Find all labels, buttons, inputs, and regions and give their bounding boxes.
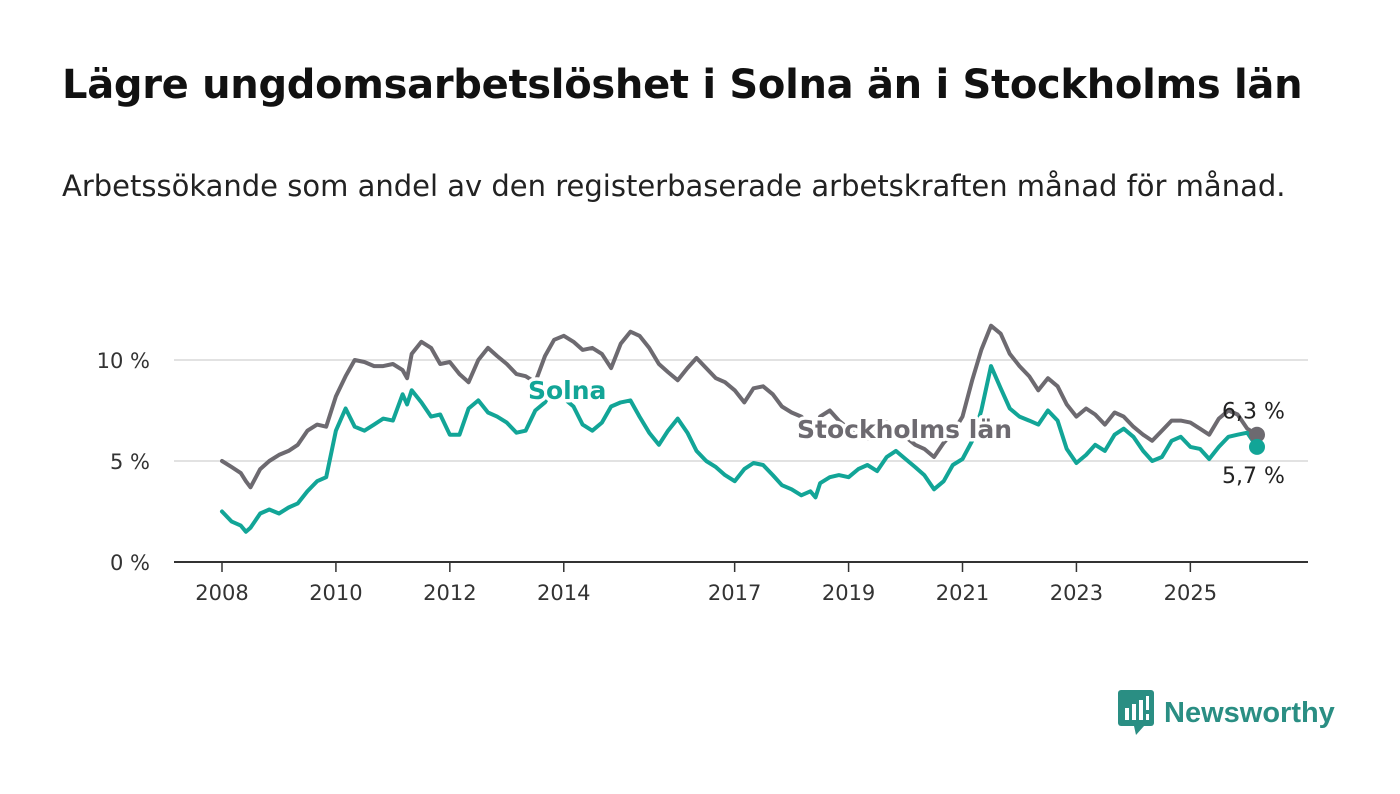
x-tick-label: 2012 [423,581,476,605]
labels: 6,3 % 5,7 % Solna Stockholms län [525,373,1285,489]
y-tick-label: 0 % [110,551,150,575]
y-tick-label: 5 % [110,450,150,474]
x-tick-label: 2023 [1050,581,1103,605]
x-tick-label: 2021 [936,581,989,605]
newsworthy-logo-icon [1118,690,1154,735]
x-tick-label: 2019 [822,581,875,605]
x-tick-label: 2008 [195,581,248,605]
stockholm-end-label: 6,3 % [1222,400,1285,425]
solna-line [220,364,1259,534]
brand-name: Newsworthy [1164,696,1335,729]
stockholm-end-point [1249,426,1265,443]
newsworthy-brand[interactable]: Newsworthy [1118,690,1335,736]
y-tick-label: 10 % [97,349,150,373]
chart-title: Lägre ungdomsarbetslöshet i Solna än i S… [62,62,1303,108]
solna-end-point [1249,438,1265,455]
x-tick-label: 2014 [537,581,590,605]
series-lines [220,323,1259,534]
x-tick-label: 2025 [1164,581,1217,605]
x-tick-label: 2017 [708,581,761,605]
solna-end-label: 5,7 % [1222,464,1285,489]
stockholm-line [220,323,1259,490]
solna-series-label: Solna [528,376,606,405]
x-tick-label: 2010 [309,581,362,605]
axes: 0 % 5 % 10 % 2008 2010 2012 2014 2017 2019 2021 20… [97,349,1308,605]
stockholm-series-label: Stockholms län [797,415,1012,444]
chart-subtitle: Arbetssökande som andel av den registerb… [62,169,1286,203]
